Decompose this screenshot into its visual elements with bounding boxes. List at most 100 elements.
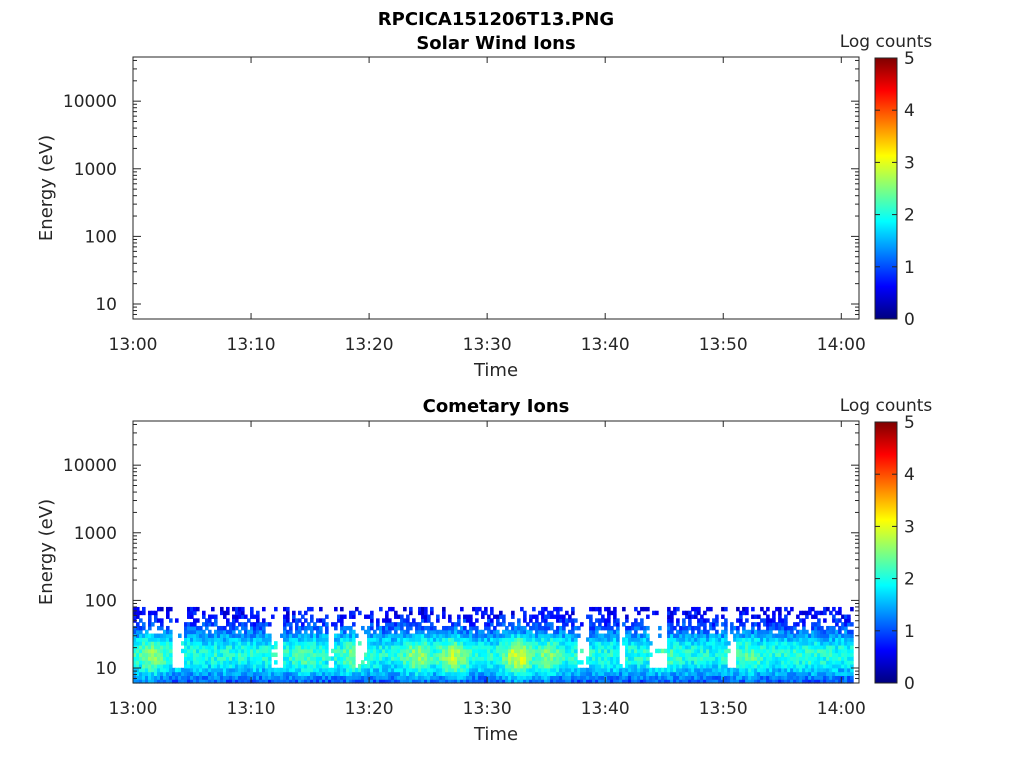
heatmap-cell (745, 641, 749, 646)
heatmap-cell (412, 675, 416, 680)
heatmap-cell (295, 648, 299, 654)
heatmap-cell (250, 614, 254, 619)
heatmap-cell (715, 618, 719, 623)
heatmap-cell (298, 633, 302, 638)
heatmap-cell (568, 660, 572, 665)
heatmap-cell (715, 629, 719, 635)
heatmap-cell (193, 625, 197, 631)
heatmap-cell (250, 625, 254, 631)
heatmap-cell (193, 644, 197, 650)
heatmap-cell (439, 667, 443, 673)
heatmap-cell (403, 606, 407, 612)
heatmap-cell (142, 667, 146, 673)
heatmap-cell (796, 652, 800, 657)
heatmap-cell (163, 644, 167, 650)
heatmap-cell (337, 652, 341, 657)
heatmap-cell (628, 675, 632, 680)
heatmap-cell (832, 644, 836, 650)
heatmap-cell (388, 637, 392, 642)
heatmap-cell (343, 625, 347, 631)
heatmap-cell (241, 637, 245, 642)
heatmap-cell (313, 671, 317, 676)
heatmap-cell (817, 629, 821, 635)
y-tick-label: 1000 (74, 524, 117, 544)
heatmap-cell (301, 622, 305, 627)
heatmap-cell (640, 679, 644, 684)
heatmap-cell (832, 648, 836, 654)
heatmap-cell (541, 606, 545, 612)
heatmap-cell (793, 652, 797, 657)
heatmap-cell (742, 663, 746, 669)
heatmap-cell (847, 622, 851, 627)
heatmap-cell (205, 625, 209, 631)
heatmap-cell (526, 667, 530, 673)
heatmap-cell (139, 633, 143, 638)
heatmap-cell (739, 622, 743, 627)
heatmap-cell (502, 679, 506, 684)
heatmap-cell (190, 606, 194, 612)
heatmap-cell (538, 610, 542, 616)
heatmap-cell (157, 656, 161, 661)
heatmap-cell (841, 671, 845, 676)
heatmap-cell (712, 667, 716, 673)
heatmap-cell (433, 637, 437, 642)
heatmap-cell (217, 660, 221, 665)
heatmap-cell (721, 667, 725, 673)
heatmap-cell (844, 671, 848, 676)
heatmap-cell (736, 679, 740, 684)
heatmap-cell (682, 625, 686, 631)
heatmap-cell (763, 679, 767, 684)
heatmap-cell (334, 633, 338, 638)
heatmap-cell (613, 648, 617, 654)
heatmap-cell (805, 652, 809, 657)
heatmap-cell (379, 648, 383, 654)
heatmap-cell (670, 618, 674, 623)
heatmap-cell (469, 679, 473, 684)
heatmap-cell (709, 671, 713, 676)
heatmap-cell (154, 663, 158, 669)
heatmap-cell (451, 622, 455, 627)
heatmap-cell (136, 671, 140, 676)
heatmap-cell (199, 637, 203, 642)
heatmap-cell (322, 637, 326, 642)
heatmap-cell (367, 644, 371, 650)
heatmap-cell (844, 644, 848, 650)
heatmap-cell (310, 667, 314, 673)
heatmap-cell (175, 679, 179, 684)
heatmap-cell (232, 675, 236, 680)
heatmap-cell (229, 622, 233, 627)
heatmap-cell (703, 629, 707, 635)
heatmap-cell (559, 648, 563, 654)
heatmap-cell (742, 675, 746, 680)
heatmap-cell (442, 675, 446, 680)
heatmap-cell (544, 679, 548, 684)
heatmap-cell (415, 663, 419, 669)
heatmap-cell (166, 641, 170, 646)
heatmap-cell (676, 633, 680, 638)
heatmap-cell (523, 671, 527, 676)
heatmap-cell (334, 663, 338, 669)
heatmap-cell (217, 675, 221, 680)
heatmap-cell (808, 671, 812, 676)
heatmap-cell (187, 675, 191, 680)
heatmap-cell (691, 667, 695, 673)
x-tick-label: 13:30 (463, 699, 512, 719)
heatmap-cell (520, 652, 524, 657)
heatmap-cell (418, 622, 422, 627)
heatmap-cell (793, 679, 797, 684)
heatmap-cell (628, 629, 632, 635)
heatmap-cell (160, 663, 164, 669)
heatmap-cell (211, 679, 215, 684)
heatmap-cell (148, 671, 152, 676)
heatmap-cell (214, 652, 218, 657)
heatmap-cell (169, 663, 173, 669)
heatmap-cell (541, 656, 545, 661)
heatmap-cell (205, 663, 209, 669)
heatmap-cell (736, 648, 740, 654)
heatmap-cell (463, 618, 467, 623)
heatmap-cell (139, 637, 143, 642)
heatmap-cell (226, 641, 230, 646)
heatmap-cell (751, 606, 755, 612)
heatmap-cell (772, 622, 776, 627)
heatmap-cell (547, 656, 551, 661)
